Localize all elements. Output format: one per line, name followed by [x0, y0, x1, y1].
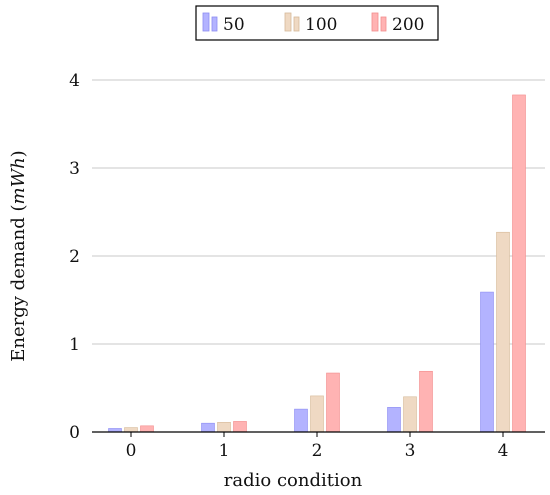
- bar-100-3: [403, 396, 417, 433]
- x-tick-label: 0: [126, 441, 137, 461]
- y-axis-ticks: 0 1 2 3 4: [69, 71, 80, 443]
- bar-50-3: [387, 407, 401, 433]
- bar-200-1: [233, 421, 247, 433]
- y-tick-label: 4: [69, 71, 80, 91]
- legend-swatch-200: [371, 12, 379, 32]
- legend-swatch-small-200: [380, 16, 387, 32]
- bar-50-1: [201, 422, 215, 433]
- legend-label-100: 100: [305, 15, 337, 35]
- bar-50-2: [294, 408, 308, 433]
- x-tick-label: 3: [405, 441, 416, 461]
- bar-100-4: [496, 231, 510, 433]
- bar-200-3: [419, 370, 433, 433]
- legend-label-200: 200: [392, 15, 424, 35]
- legend-label-50: 50: [223, 15, 245, 35]
- legend-swatch-small-50: [211, 16, 218, 32]
- x-tick-label: 2: [312, 441, 323, 461]
- y-tick-label: 2: [69, 247, 80, 267]
- bar-100-2: [310, 395, 324, 433]
- bar-200-2: [326, 372, 340, 433]
- bar-100-1: [217, 422, 231, 433]
- y-tick-label: 1: [69, 335, 80, 355]
- bar-100-0: [124, 427, 138, 433]
- legend-swatch-100: [284, 12, 292, 32]
- y-tick-label: 0: [69, 423, 80, 443]
- legend-frame: [195, 5, 439, 41]
- legend-items: 50 100 200: [202, 12, 424, 35]
- y-tick-label: 3: [69, 159, 80, 179]
- y-axis-title: Energy demand (mWh): [8, 150, 29, 361]
- y-axis-title-main: Energy demand (: [8, 204, 29, 361]
- x-axis-title: radio condition: [224, 470, 363, 491]
- x-tick-label: 1: [219, 441, 230, 461]
- x-tick-label: 4: [498, 441, 509, 461]
- y-axis-title-close: ): [8, 150, 29, 157]
- x-axis-ticks: 0 1 2 3 4: [126, 432, 509, 461]
- bar-200-0: [140, 425, 154, 433]
- y-axis-title-unit: mWh: [8, 157, 29, 204]
- bar-50-4: [480, 291, 494, 433]
- legend: 50 100 200: [195, 5, 439, 41]
- bars: [108, 94, 526, 433]
- legend-swatch-50: [202, 12, 210, 32]
- gridlines: [92, 79, 545, 345]
- bar-200-4: [512, 94, 526, 433]
- legend-swatch-small-100: [293, 16, 300, 32]
